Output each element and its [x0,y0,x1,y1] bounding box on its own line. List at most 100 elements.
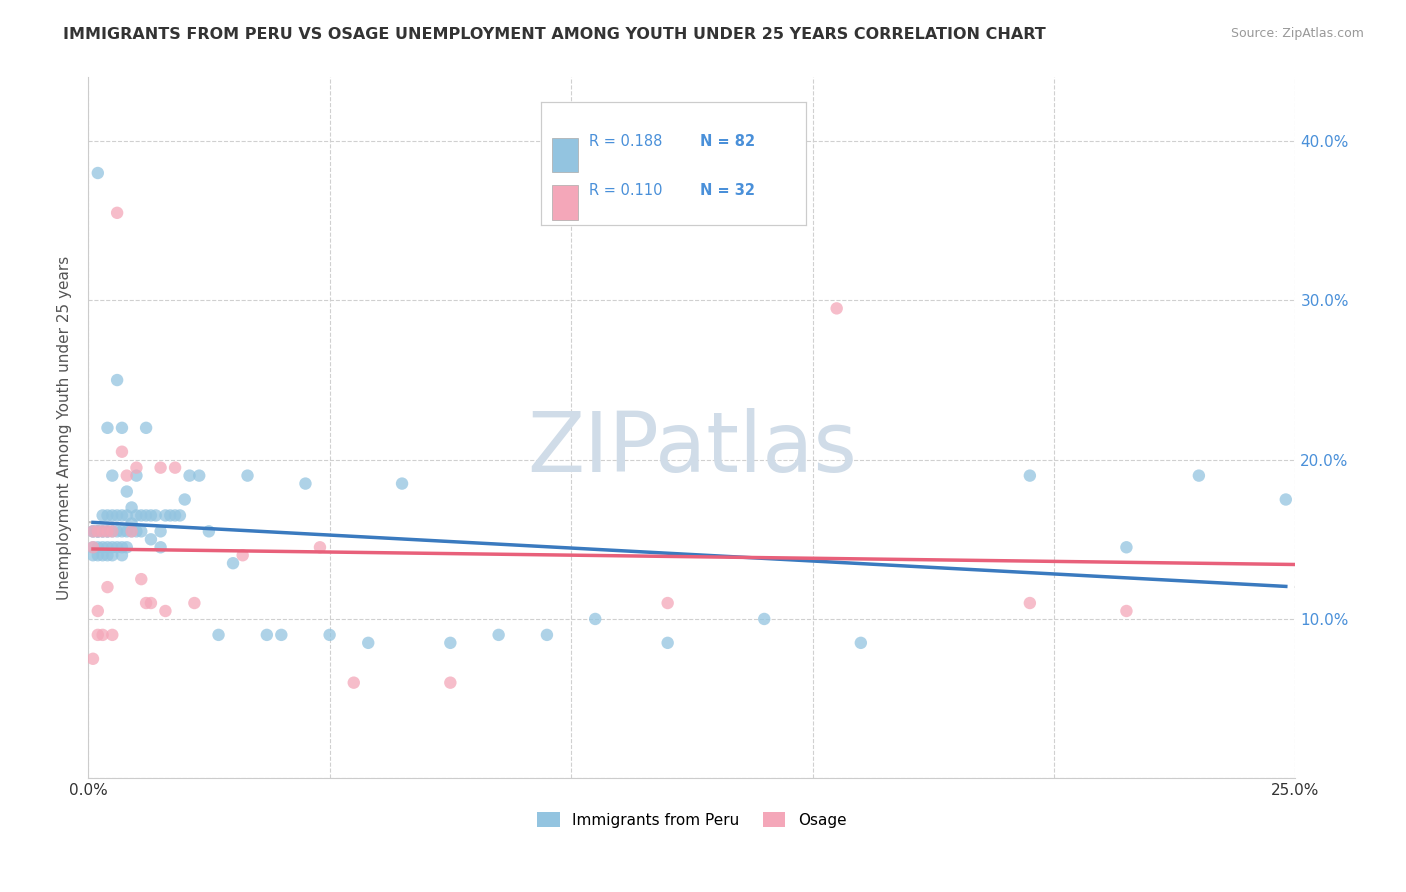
Point [82,548,104,562]
Point [583,612,606,626]
Point [91,541,114,555]
Point [96,421,118,435]
Point [294,476,316,491]
Text: IMMIGRANTS FROM PERU VS OSAGE UNEMPLOYMENT AMONG YOUTH UNDER 25 YEARS CORRELATIO: IMMIGRANTS FROM PERU VS OSAGE UNEMPLOYME… [63,27,1046,42]
Point [139,596,162,610]
Point [105,524,128,539]
Point [121,524,143,539]
Point [139,533,162,547]
Point [439,636,461,650]
Point [82,524,104,539]
Point [135,596,157,610]
Point [87,524,110,539]
Point [169,508,191,523]
Point [101,628,124,642]
Point [87,548,110,562]
Point [754,612,776,626]
Point [179,468,201,483]
Point [101,468,124,483]
Point [1018,596,1040,610]
Point [82,541,104,555]
Point [149,524,172,539]
Point [129,572,152,586]
Point [91,548,114,562]
Point [101,508,124,523]
Point [149,460,172,475]
Point [96,524,118,539]
Point [125,524,148,539]
Point [207,628,229,642]
Point [121,500,143,515]
Point [183,596,205,610]
Point [155,604,177,618]
Point [87,524,110,539]
Point [96,548,118,562]
Point [87,524,110,539]
Legend: Immigrants from Peru, Osage: Immigrants from Peru, Osage [531,805,852,834]
Point [87,628,110,642]
Point [87,541,110,555]
Point [101,524,124,539]
Text: Source: ZipAtlas.com: Source: ZipAtlas.com [1230,27,1364,40]
Point [1018,468,1040,483]
Point [91,524,114,539]
Point [105,541,128,555]
Point [488,628,510,642]
Point [125,460,148,475]
Point [1115,604,1137,618]
Point [82,652,104,666]
Point [115,468,138,483]
Point [188,468,211,483]
Point [357,636,380,650]
Point [236,468,259,483]
Point [159,508,181,523]
Point [198,524,221,539]
Point [91,524,114,539]
Point [135,421,157,435]
Point [105,206,128,220]
Point [111,508,134,523]
Point [87,166,110,180]
Point [105,508,128,523]
Point [87,524,110,539]
Point [222,556,245,570]
Point [309,541,332,555]
Point [318,628,340,642]
Point [101,548,124,562]
Point [1188,468,1211,483]
Point [91,524,114,539]
Point [536,628,558,642]
Point [115,541,138,555]
Point [849,636,872,650]
Point [115,484,138,499]
Point [256,628,278,642]
Point [111,548,134,562]
Point [111,541,134,555]
Point [125,468,148,483]
Point [101,541,124,555]
Point [439,675,461,690]
Point [1115,541,1137,555]
Point [91,628,114,642]
Point [115,524,138,539]
Point [129,524,152,539]
Point [135,508,157,523]
Point [232,548,254,562]
Point [96,524,118,539]
Point [149,541,172,555]
Point [657,596,679,610]
Point [115,508,138,523]
Point [657,636,679,650]
Point [96,580,118,594]
Point [125,508,148,523]
Point [111,524,134,539]
Point [96,508,118,523]
Point [129,508,152,523]
Point [145,508,167,523]
Point [139,508,162,523]
Point [91,508,114,523]
Point [96,541,118,555]
Point [173,492,195,507]
Point [82,524,104,539]
Point [165,508,187,523]
